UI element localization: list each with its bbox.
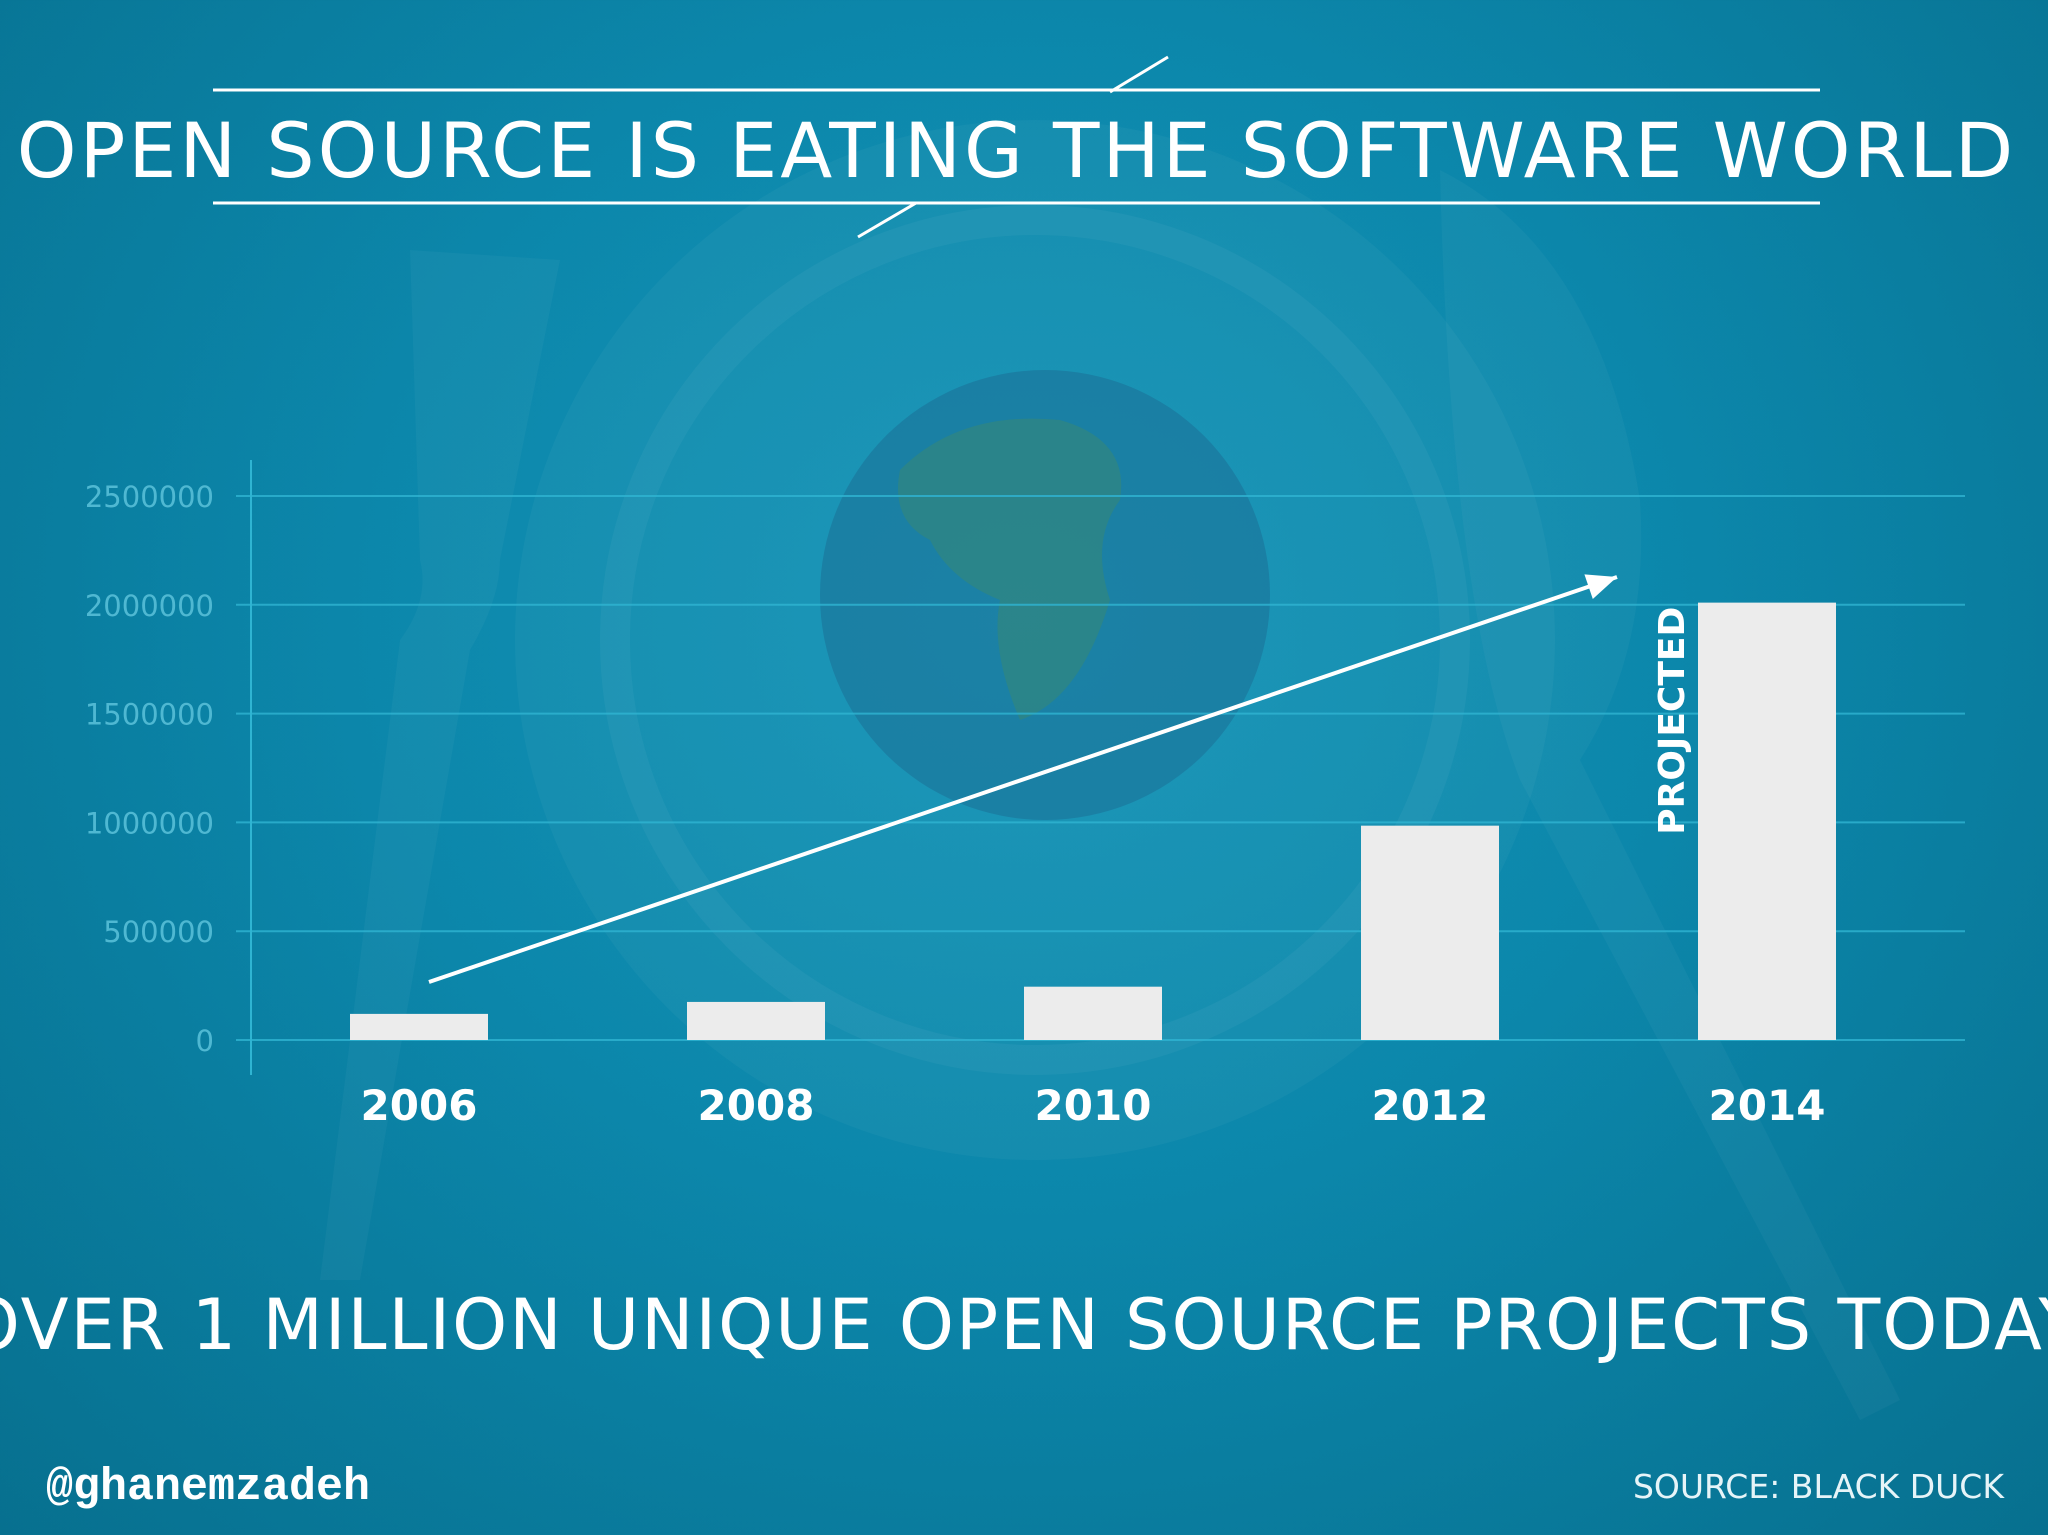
author-handle: @ghanemzadeh: [46, 1462, 371, 1513]
y-tick-label: 1000000: [85, 806, 214, 840]
globe-land: [898, 418, 1122, 720]
source-credit: SOURCE: BLACK DUCK: [1632, 1467, 2004, 1506]
x-tick-label: 2006: [361, 1081, 478, 1130]
bar-2012: [1361, 825, 1499, 1040]
bar-2014: [1698, 602, 1836, 1040]
x-tick-labels: 2006 2008 2010 2012 2014: [361, 1081, 1826, 1130]
x-tick-label: 2014: [1709, 1081, 1826, 1130]
x-tick-label: 2008: [698, 1081, 815, 1130]
y-tick-label: 1500000: [85, 698, 214, 732]
annotations: PROJECTED: [428, 574, 1693, 984]
trend-arrow-line: [428, 575, 1618, 984]
globe-icon: [820, 370, 1270, 820]
y-tick-label: 2000000: [85, 589, 214, 623]
trend-arrowhead-icon: [1584, 574, 1617, 599]
title-slash-top: [1109, 55, 1169, 94]
x-tick-label: 2012: [1372, 1081, 1489, 1130]
projected-label: PROJECTED: [1652, 607, 1693, 835]
bar-2010: [1024, 986, 1162, 1040]
y-tick-labels: 0 500000 1000000 1500000 2000000 2500000: [85, 480, 214, 1058]
bar-2008: [687, 1001, 825, 1040]
x-tick-label: 2010: [1035, 1081, 1152, 1130]
chart-subtitle: OVER 1 MILLION UNIQUE OPEN SOURCE PROJEC…: [0, 1284, 2048, 1366]
y-tick-label: 2500000: [85, 480, 214, 514]
bars: [350, 602, 1836, 1040]
plate-rim: [600, 205, 1470, 1075]
chart-title: OPEN SOURCE IS EATING THE SOFTWARE WORLD: [16, 105, 2017, 195]
bar-2006: [350, 1013, 488, 1040]
y-tick-label: 500000: [103, 915, 214, 949]
y-tick-label: 0: [196, 1024, 214, 1058]
title-slash-bottom: [857, 201, 917, 239]
